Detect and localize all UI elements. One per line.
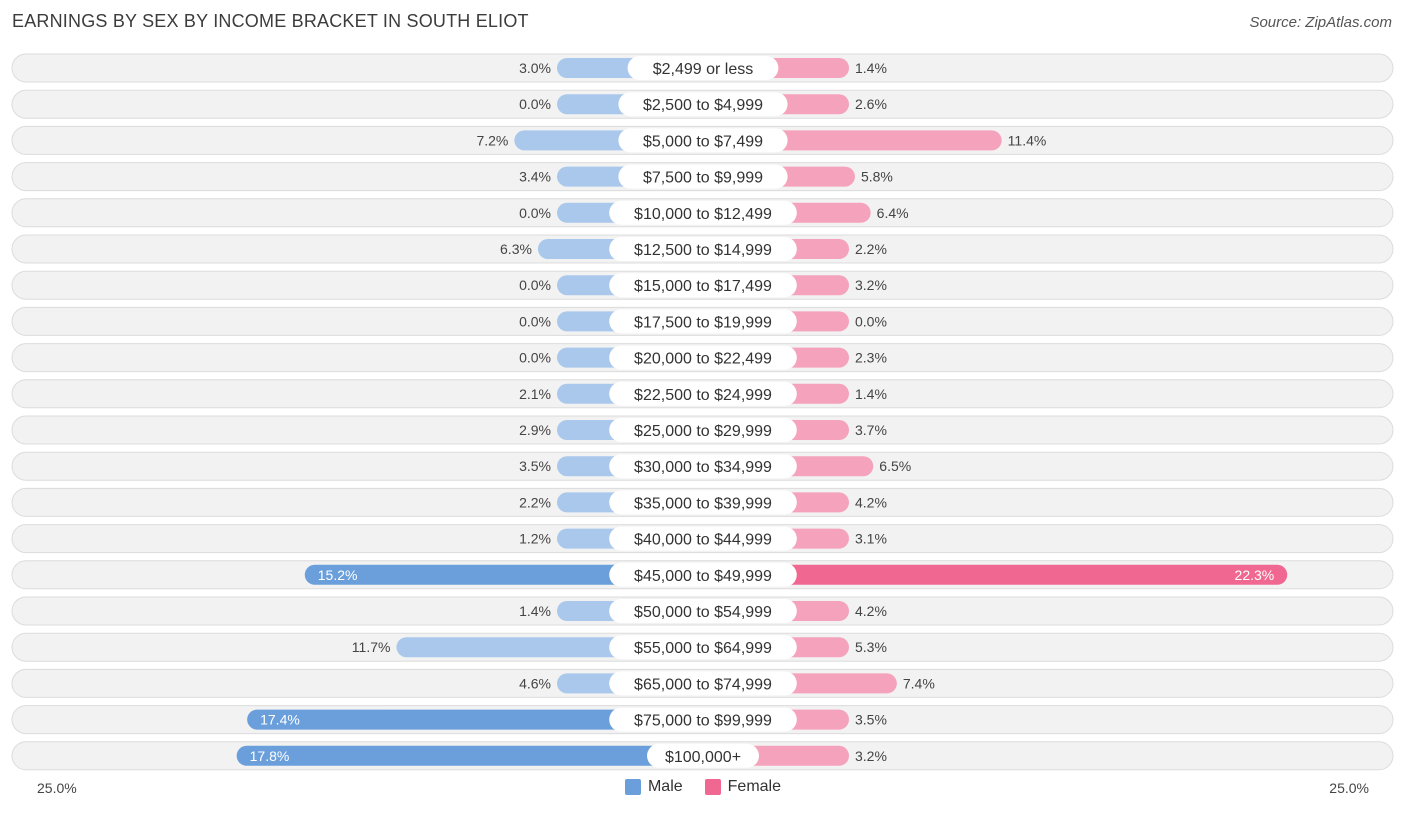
male-value-label: 0.0%	[519, 96, 551, 112]
category-label: $30,000 to $34,999	[634, 459, 772, 476]
category-label: $7,500 to $9,999	[643, 170, 763, 187]
male-bar	[304, 564, 703, 585]
category-label: $45,000 to $49,999	[634, 568, 772, 585]
male-value-label: 2.2%	[519, 494, 551, 510]
male-value-label: 0.0%	[519, 277, 551, 293]
category-label: $5,000 to $7,499	[643, 133, 763, 150]
category-pill	[609, 309, 797, 334]
male-value-label: 11.7%	[352, 639, 391, 655]
legend-item-female[interactable]: Female	[704, 778, 782, 796]
bar-chart: 3.0% 1.4% $2,499 or less 0.0% 2.6% $2,500 to …	[11, 53, 1394, 771]
male-value-label: 2.1%	[519, 386, 551, 402]
female-value-label: 4.2%	[855, 603, 887, 619]
legend-item-male[interactable]: Male	[624, 778, 683, 796]
category-label: $22,500 to $24,999	[634, 387, 772, 404]
category-label: $15,000 to $17,499	[634, 278, 772, 295]
axis-right-label: 25.0%	[1329, 780, 1369, 796]
category-label: $55,000 to $64,999	[634, 640, 772, 657]
male-value-label: 0.0%	[519, 205, 551, 221]
female-value-label: 22.3%	[1235, 567, 1275, 583]
legend: Male Female	[0, 778, 1406, 796]
category-pill	[609, 635, 797, 660]
male-value-label: 1.2%	[519, 531, 551, 547]
category-label: $75,000 to $99,999	[634, 713, 772, 730]
female-value-label: 3.2%	[855, 748, 887, 764]
category-label: $2,499 or less	[653, 61, 754, 78]
category-label: $17,500 to $19,999	[634, 314, 772, 331]
male-value-label: 3.0%	[519, 60, 551, 76]
male-value-label: 4.6%	[519, 675, 551, 691]
female-value-label: 3.7%	[855, 422, 887, 438]
category-pill	[647, 743, 759, 768]
female-value-label: 7.4%	[903, 675, 935, 691]
category-label: $65,000 to $74,999	[634, 676, 772, 693]
source-credit: Source: ZipAtlas.com	[1249, 14, 1392, 31]
female-value-label: 6.5%	[879, 458, 911, 474]
female-value-label: 2.3%	[855, 350, 887, 366]
category-pill	[609, 273, 797, 298]
category-label: $40,000 to $44,999	[634, 532, 772, 549]
male-value-label: 6.3%	[500, 241, 532, 257]
female-value-label: 6.4%	[877, 205, 909, 221]
female-value-label: 3.1%	[855, 531, 887, 547]
female-value-label: 1.4%	[855, 60, 887, 76]
male-value-label: 17.4%	[260, 712, 300, 728]
legend-label-female: Female	[727, 778, 782, 795]
category-pill	[609, 671, 797, 696]
male-value-label: 0.0%	[519, 313, 551, 329]
category-pill	[609, 490, 797, 515]
category-label: $20,000 to $22,499	[634, 351, 772, 368]
female-value-label: 11.4%	[1008, 132, 1047, 148]
legend-swatch-female	[704, 779, 721, 795]
category-pill	[609, 345, 797, 370]
category-label: $25,000 to $29,999	[634, 423, 772, 440]
category-pill	[609, 454, 797, 479]
category-pill	[618, 128, 788, 153]
male-value-label: 3.4%	[519, 169, 551, 185]
male-value-label: 7.2%	[476, 132, 508, 148]
male-value-label: 2.9%	[519, 422, 551, 438]
category-label: $12,500 to $14,999	[634, 242, 772, 259]
female-value-label: 1.4%	[855, 386, 887, 402]
male-bar	[236, 745, 703, 766]
male-value-label: 17.8%	[250, 748, 290, 764]
legend-swatch-male	[624, 779, 641, 795]
female-value-label: 2.6%	[855, 96, 887, 112]
category-label: $2,500 to $4,999	[643, 97, 763, 114]
category-pill	[618, 92, 788, 117]
male-value-label: 3.5%	[519, 458, 551, 474]
male-value-label: 1.4%	[519, 603, 551, 619]
category-pill	[609, 381, 797, 406]
category-pill	[609, 418, 797, 442]
chart-title: EARNINGS BY SEX BY INCOME BRACKET IN SOU…	[12, 11, 529, 31]
category-pill	[618, 164, 788, 189]
female-bar	[703, 564, 1288, 585]
male-value-label: 0.0%	[519, 350, 551, 366]
female-value-label: 2.2%	[855, 241, 887, 257]
male-bar	[247, 709, 703, 730]
category-pill	[609, 562, 797, 587]
category-label: $35,000 to $39,999	[634, 495, 772, 512]
category-label: $10,000 to $12,499	[634, 206, 772, 223]
category-label: $100,000+	[665, 749, 741, 766]
axis-left-label: 25.0%	[37, 780, 77, 796]
female-value-label: 3.2%	[855, 277, 887, 293]
category-pill	[609, 707, 797, 732]
legend-label-male: Male	[647, 778, 683, 795]
female-value-label: 0.0%	[855, 313, 887, 329]
female-value-label: 4.2%	[855, 494, 887, 510]
category-pill	[627, 56, 779, 80]
category-pill	[609, 526, 797, 551]
category-label: $50,000 to $54,999	[634, 604, 772, 621]
category-pill	[609, 237, 797, 261]
female-value-label: 5.8%	[861, 169, 893, 185]
female-value-label: 3.5%	[855, 712, 887, 728]
category-pill	[609, 200, 797, 225]
female-value-label: 5.3%	[855, 639, 887, 655]
category-pill	[609, 599, 797, 623]
male-value-label: 15.2%	[318, 567, 358, 583]
